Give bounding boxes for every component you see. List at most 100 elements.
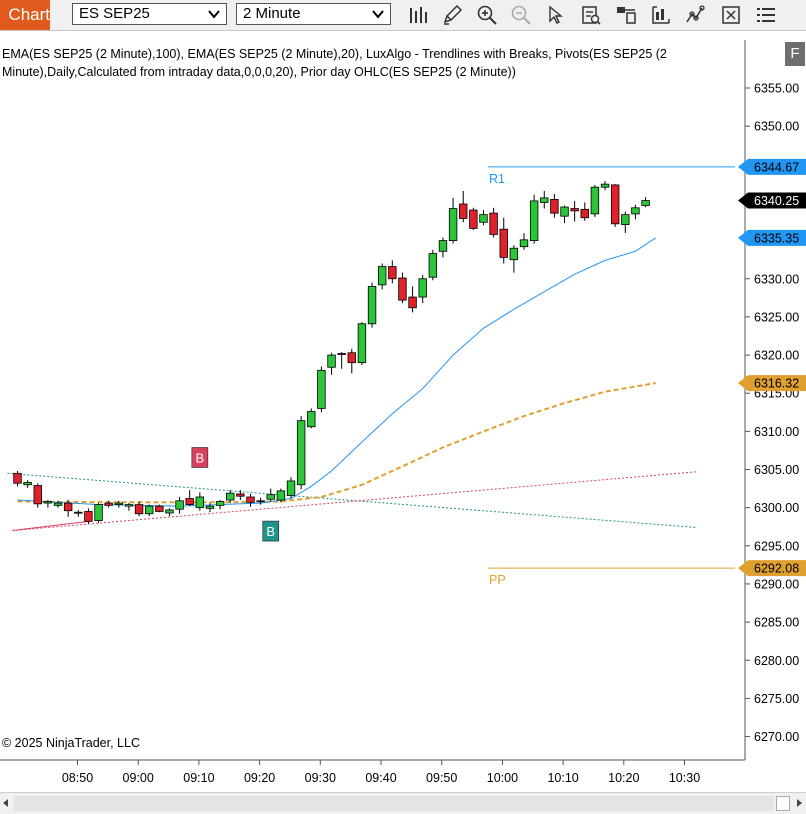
scroll-right-icon[interactable] — [795, 798, 803, 808]
strategies-button[interactable] — [718, 2, 744, 28]
flat-mode-button[interactable]: F — [785, 42, 805, 66]
time-axis: 08:50 09:00 09:10 09:20 09:30 09:40 09:50 10:00… — [62, 760, 700, 785]
drawing-tool-button[interactable] — [439, 2, 465, 28]
price-axis: 6355.006350.006345.006340.006335.006330.… — [745, 82, 799, 744]
candle-body — [327, 354, 336, 368]
time-tick-label: 09:10 — [183, 771, 214, 785]
price-marker — [738, 375, 806, 392]
price-markers: 6344.67 6340.25 6335.35 6316.32 6292.08 — [738, 158, 806, 577]
candle-body — [165, 509, 174, 514]
break-label: B — [266, 524, 275, 539]
candle-body — [600, 183, 610, 188]
data-box-button[interactable] — [578, 2, 604, 28]
price-tick-label: 6310.00 — [754, 425, 799, 439]
indicators-icon — [686, 5, 705, 23]
candle-body — [570, 208, 579, 212]
bars-type-button[interactable] — [405, 2, 431, 28]
candle-body — [580, 208, 589, 219]
candle-body — [226, 492, 235, 501]
candle-body — [428, 253, 438, 278]
price-tick-label: 6295.00 — [754, 539, 799, 553]
price-marker-label: 6292.08 — [754, 562, 799, 576]
chart-trader-icon — [617, 7, 636, 24]
candle-body — [94, 504, 103, 522]
chart-trader-button[interactable] — [613, 2, 639, 28]
strategies-icon — [722, 6, 740, 24]
interval-selector[interactable]: 2 Minute — [236, 3, 391, 25]
candle-body — [337, 353, 346, 355]
instrument-selector[interactable]: ES SEP25 — [72, 3, 227, 25]
candle-body — [307, 411, 316, 428]
indicator-lines: R1 PP — [7, 166, 735, 587]
pointer-button[interactable] — [543, 2, 569, 28]
zoom-in-button[interactable] — [474, 2, 500, 28]
candle-body — [631, 207, 640, 215]
menu-button[interactable] — [753, 2, 779, 28]
candle-body — [469, 209, 478, 229]
candle-body — [286, 480, 296, 496]
price-marker-label: 6344.67 — [754, 160, 799, 174]
time-tick-label: 09:00 — [123, 771, 154, 785]
indicator-legend-line2: Minute),Daily,Calculated from intraday d… — [2, 65, 516, 79]
candle-body — [236, 493, 245, 497]
candle-body — [489, 212, 498, 235]
trendline-up-segment — [12, 520, 89, 532]
candle-body — [276, 490, 286, 501]
candle-body — [408, 296, 417, 309]
price-tick-label: 6320.00 — [754, 349, 799, 363]
price-marker-label: 6316.32 — [754, 377, 799, 391]
candle-body — [53, 502, 63, 506]
annotations: BB — [191, 447, 280, 542]
candle-body — [63, 502, 73, 512]
price-marker — [738, 560, 806, 577]
candle-body — [448, 208, 458, 242]
price-chart[interactable]: 6355.006350.006345.006340.006335.006330.… — [0, 30, 806, 792]
candle-body — [509, 247, 519, 261]
price-tick-label: 6270.00 — [754, 730, 799, 744]
interval-value: 2 Minute — [243, 5, 301, 22]
candle-body — [205, 505, 215, 509]
candle-body — [641, 200, 650, 206]
candle-body — [84, 511, 93, 522]
candle-body — [418, 278, 427, 298]
zoom-out-button[interactable] — [508, 2, 534, 28]
ema20-line — [17, 237, 656, 507]
zoom-in-icon — [477, 5, 497, 25]
candle-body — [621, 214, 630, 225]
time-tick-label: 10:00 — [487, 771, 518, 785]
time-tick-label: 08:50 — [62, 771, 93, 785]
ema100-line — [17, 382, 656, 504]
candle-body — [540, 197, 549, 203]
chart-tab[interactable]: Chart — [0, 0, 50, 30]
break-label-box — [262, 520, 280, 542]
price-marker — [738, 158, 806, 175]
scroll-left-icon[interactable] — [2, 798, 10, 808]
chart-tab-label: Chart — [8, 5, 50, 24]
price-marker-label: 6335.35 — [754, 231, 799, 245]
properties-icon — [652, 6, 670, 24]
price-marker-label: 6340.25 — [754, 194, 799, 208]
price-tick-label: 6285.00 — [754, 616, 799, 630]
price-tick-label: 6300.00 — [754, 501, 799, 515]
candle-body — [144, 505, 154, 515]
time-tick-label: 10:10 — [547, 771, 578, 785]
pivot-label: R1 — [489, 172, 505, 186]
indicators-button[interactable] — [683, 2, 709, 28]
menu-icon — [757, 8, 775, 22]
price-tick-label: 6350.00 — [754, 120, 799, 134]
candle-body — [296, 420, 306, 486]
candle-body — [74, 511, 83, 514]
copyright-text: © 2025 NinjaTrader, LLC — [2, 736, 140, 750]
scroll-track[interactable] — [14, 796, 774, 811]
scroll-thumb[interactable] — [776, 796, 790, 811]
bars-type-icon — [410, 7, 427, 23]
properties-button[interactable] — [648, 2, 674, 28]
candle-body — [398, 277, 407, 301]
horizontal-scrollbar[interactable] — [0, 792, 806, 814]
time-tick-label: 10:20 — [608, 771, 639, 785]
candle-body — [246, 496, 255, 503]
candle-body — [560, 206, 569, 217]
price-tick-label: 6275.00 — [754, 692, 799, 706]
chart-toolbar: Chart ES SEP25 2 Minute — [0, 0, 806, 31]
candle-body — [215, 501, 225, 506]
